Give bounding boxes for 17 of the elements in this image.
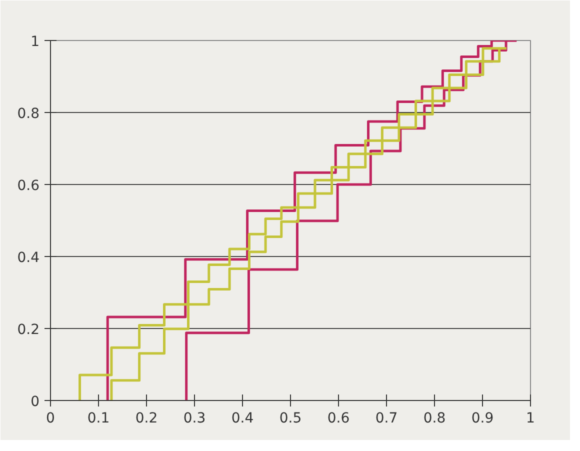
y-tick-label: 0.8 — [17, 106, 40, 122]
y-tick-label: 0.2 — [17, 322, 40, 338]
x-tick-label: 0.7 — [375, 410, 398, 426]
x-tick-label: 0 — [46, 410, 55, 426]
y-tick-label: 0.4 — [17, 250, 40, 266]
x-tick-label: 0.5 — [279, 410, 302, 426]
x-tick-label: 0.4 — [231, 410, 254, 426]
x-tick-label: 1 — [526, 410, 535, 426]
y-tick-label: 0.6 — [17, 178, 40, 194]
x-tick-label: 0.8 — [423, 410, 446, 426]
x-tick-label: 0.3 — [183, 410, 206, 426]
y-tick-label: 0 — [30, 394, 40, 410]
x-tick-label: 0.6 — [327, 410, 350, 426]
x-tick-label: 0.9 — [471, 410, 494, 426]
y-tick-label: 1 — [30, 34, 40, 50]
x-tick-label: 0.1 — [87, 410, 110, 426]
x-tick-label: 0.2 — [135, 410, 158, 426]
